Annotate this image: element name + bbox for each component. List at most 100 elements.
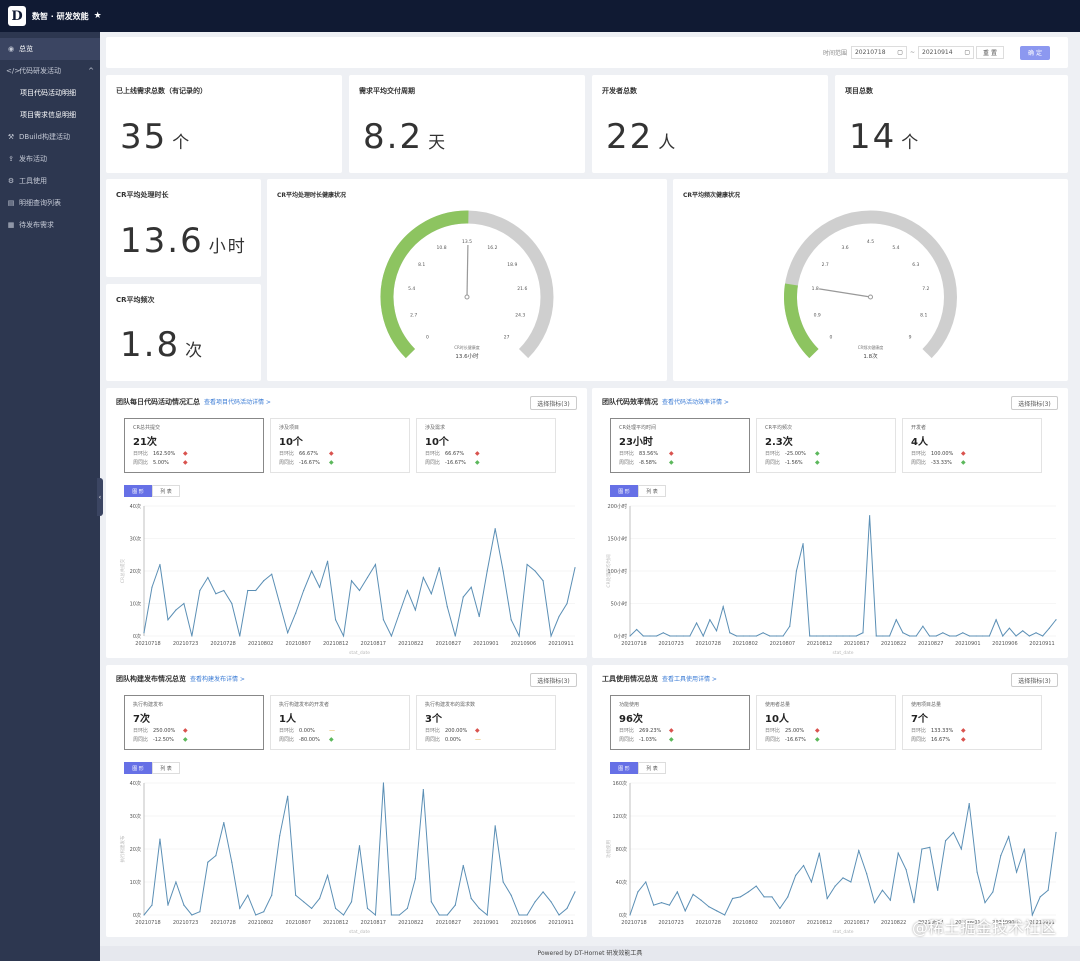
app-logo[interactable]: D — [8, 6, 26, 26]
data-point — [422, 789, 424, 791]
sidebar-collapse-handle[interactable]: ‹ — [97, 478, 103, 516]
sidebar-item[interactable]: ▤ 明细查询列表 — [0, 192, 100, 214]
tab-list[interactable]: 列 表 — [638, 485, 666, 497]
confirm-button[interactable]: 确 定 — [1020, 45, 1050, 60]
y-axis-label: CR处理平均时间 — [605, 554, 612, 588]
metric-card[interactable]: 使用项目总量 7个 日环比 133.33% ◆ 周同比 16.67% ◆ — [902, 695, 1042, 750]
sidebar-item[interactable]: 项目需求信息明细 — [0, 104, 100, 126]
tab-chart[interactable]: 图 形 — [124, 762, 152, 774]
metric-card[interactable]: 执行构建发布的开发者 1人 日环比 0.00% — 周同比 -80.00% ◆ — [270, 695, 410, 750]
footer: Powered by DT-Hornet 研发效能工具 — [100, 946, 1080, 961]
data-point — [897, 852, 899, 854]
select-metrics-button[interactable]: 选择指标(3) — [530, 673, 577, 687]
metric-card[interactable]: 使用者总量 10人 日环比 25.00% ◆ 周同比 -16.67% ◆ — [756, 695, 896, 750]
x-tick-label: 20210911 — [1029, 641, 1054, 647]
metric-compare-row: 周同比 -33.33% ◆ — [911, 459, 1033, 466]
data-point — [430, 901, 432, 903]
sidebar-item[interactable]: 项目代码活动明细 — [0, 82, 100, 104]
data-point — [689, 635, 691, 637]
start-date-input[interactable]: 20210718 ▢ — [850, 46, 907, 59]
metric-card[interactable]: 功能使用 96次 日环比 269.23% ◆ 周同比 -1.03% ◆ — [610, 695, 750, 750]
data-point — [566, 602, 568, 605]
data-point — [494, 825, 496, 827]
metric-card[interactable]: CR处理平均时间 23小时 日环比 83.56% ◆ 周同比 -8.58% ◆ — [610, 418, 750, 473]
trend-down-icon: ◆ — [669, 459, 674, 466]
metric-card[interactable]: 涉及需求 10个 日环比 66.67% ◆ 周同比 -16.67% ◆ — [416, 418, 556, 473]
x-tick-label: 20210911 — [1029, 920, 1054, 926]
gauge-tick-label: 9 — [909, 335, 912, 341]
tab-list[interactable]: 列 表 — [152, 762, 180, 774]
metric-card[interactable]: CR平均频次 2.3次 日环比 -25.00% ◆ 周同比 -1.56% ◆ — [756, 418, 896, 473]
compare-label: 周同比 — [425, 737, 441, 743]
tab-chart[interactable]: 图 形 — [610, 762, 638, 774]
end-date-input[interactable]: 20210914 ▢ — [918, 46, 974, 59]
panel-daily-code-activity: 团队每日代码活动情况汇总 查看项目代码活动详情 > 选择指标(3) CR总共提交 21次… — [106, 388, 587, 658]
data-point — [700, 899, 702, 901]
favorite-star-icon[interactable]: ★ — [93, 11, 102, 21]
compare-value: -16.67% — [785, 736, 806, 743]
data-point — [191, 635, 193, 637]
metric-label: CR处理平均时间 — [619, 425, 656, 431]
metric-label: 使用者总量 — [765, 702, 791, 708]
metric-card[interactable]: 执行构建发布的需求数 3个 日环比 200.00% ◆ 周同比 0.00% — — [416, 695, 556, 750]
metric-card[interactable]: 开发者 4人 日环比 100.00% ◆ 周同比 -33.33% ◆ — [902, 418, 1042, 473]
sidebar-item[interactable]: ▦ 待发布需求 — [0, 214, 100, 236]
trend-up-icon: ◆ — [815, 727, 820, 734]
data-point — [889, 899, 891, 901]
y-tick-label: 30次 — [130, 813, 141, 820]
tab-chart[interactable]: 图 形 — [610, 485, 638, 497]
gauge-card-cr-duration: CR平均处理时长健康状况 0 2.7 5.4 8.1 10.8 13.5 16.2 18.9 2… — [267, 179, 667, 381]
metric-value: 7次 — [133, 714, 150, 725]
data-point — [888, 635, 891, 637]
reset-button[interactable]: 重 置 — [976, 46, 1004, 59]
panel-detail-link[interactable]: 查看工具使用详情 > — [662, 676, 717, 683]
panel-detail-link[interactable]: 查看构建发布详情 > — [190, 676, 245, 683]
data-point — [1039, 896, 1041, 898]
data-point — [143, 632, 145, 634]
select-metrics-button[interactable]: 选择指标(3) — [1011, 396, 1058, 410]
sidebar-item[interactable]: ◉ 总览 — [0, 38, 100, 60]
compare-label: 周同比 — [765, 460, 781, 466]
select-metrics-button[interactable]: 选择指标(3) — [1011, 673, 1058, 687]
metric-card[interactable]: CR总共提交 21次 日环比 162.50% ◆ 周同比 5.00% ◆ — [124, 418, 264, 473]
data-point — [942, 632, 944, 634]
panel-detail-link[interactable]: 查看项目代码活动详情 > — [204, 399, 271, 406]
x-tick-label: 20210807 — [770, 920, 795, 926]
panel-title-text: 团队构建发布情况总览 — [116, 675, 186, 683]
x-tick-label: 20210802 — [733, 641, 758, 647]
data-point — [992, 891, 994, 893]
data-point — [526, 914, 528, 916]
metric-compare-row: 日环比 269.23% ◆ — [619, 727, 741, 734]
metric-compare-row: 周同比 -12.50% ◆ — [133, 736, 255, 743]
tab-chart[interactable]: 图 形 — [124, 485, 152, 497]
data-point — [835, 635, 837, 637]
compare-label: 日环比 — [133, 728, 149, 734]
y-tick-label: 160次 — [612, 780, 627, 787]
data-point — [682, 635, 684, 637]
gauge-tick-label: 21.6 — [517, 286, 527, 292]
select-metrics-button[interactable]: 选择指标(3) — [530, 396, 577, 410]
compare-value: -80.00% — [299, 736, 320, 743]
tab-list[interactable]: 列 表 — [638, 762, 666, 774]
data-point — [303, 901, 305, 903]
x-tick-label: 20210728 — [695, 641, 720, 647]
data-point — [199, 911, 201, 913]
gauge-chart: 0 0.9 1.8 2.7 3.6 4.5 5.4 6.3 7.2 8.1 9 CR频次健康度 1.8次 — [784, 210, 957, 360]
compare-value: 100.00% — [931, 450, 954, 457]
sidebar-item[interactable]: </> 代码研发活动 ^ — [0, 60, 100, 82]
sidebar-item[interactable]: ⇪ 发布活动 — [0, 148, 100, 170]
metric-card[interactable]: 涉及项目 10个 日环比 66.67% ◆ 周同比 -16.67% ◆ — [270, 418, 410, 473]
data-point — [962, 632, 964, 634]
x-tick-label: 20210906 — [992, 920, 1017, 926]
data-point — [534, 570, 536, 572]
sidebar-item[interactable]: ⚒ DBuild构建活动 — [0, 126, 100, 148]
stat-value: 13.6 小时 — [120, 221, 247, 261]
panel-detail-link[interactable]: 查看代码活动效率详情 > — [662, 399, 729, 406]
sidebar-item-icon: ⚙ — [7, 177, 15, 185]
metric-label: CR平均频次 — [765, 425, 792, 431]
gauge-tick-label: 3.6 — [841, 245, 848, 251]
sidebar-item[interactable]: ⚙ 工具使用 — [0, 170, 100, 192]
data-point — [815, 635, 817, 637]
metric-card[interactable]: 执行构建发布 7次 日环比 250.00% ◆ 周同比 -12.50% ◆ — [124, 695, 264, 750]
tab-list[interactable]: 列 表 — [152, 485, 180, 497]
